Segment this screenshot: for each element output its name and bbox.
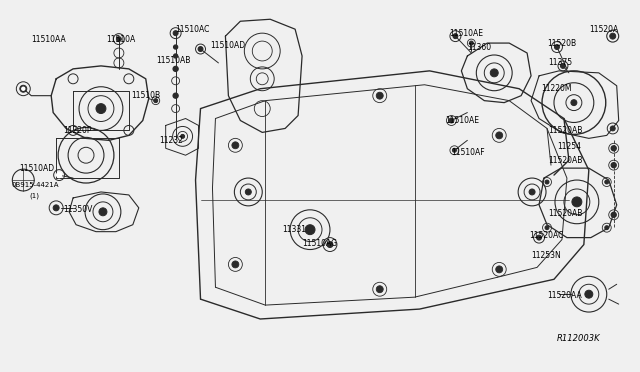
Circle shape bbox=[529, 189, 535, 195]
Circle shape bbox=[376, 286, 383, 293]
Circle shape bbox=[611, 212, 616, 217]
Circle shape bbox=[180, 134, 184, 138]
Circle shape bbox=[173, 66, 178, 71]
Text: 11520A: 11520A bbox=[589, 25, 618, 34]
Circle shape bbox=[376, 92, 383, 99]
Circle shape bbox=[545, 180, 549, 184]
Circle shape bbox=[116, 36, 122, 42]
Text: 11510AG: 11510AG bbox=[302, 239, 337, 248]
Text: 11520B: 11520B bbox=[547, 39, 576, 48]
Text: 11331: 11331 bbox=[282, 225, 306, 234]
Circle shape bbox=[571, 100, 577, 106]
Circle shape bbox=[22, 87, 25, 90]
Circle shape bbox=[545, 226, 549, 230]
Text: (1): (1) bbox=[29, 193, 39, 199]
Circle shape bbox=[57, 173, 61, 177]
Circle shape bbox=[99, 208, 107, 216]
Circle shape bbox=[245, 189, 252, 195]
Circle shape bbox=[305, 225, 315, 235]
Text: 11253N: 11253N bbox=[531, 251, 561, 260]
Text: 11232: 11232 bbox=[159, 136, 182, 145]
Text: 11510AA: 11510AA bbox=[31, 35, 66, 44]
Circle shape bbox=[53, 205, 59, 211]
Text: 11510AD: 11510AD bbox=[19, 164, 54, 173]
Circle shape bbox=[173, 93, 178, 98]
Text: 11510AD: 11510AD bbox=[211, 41, 246, 49]
Text: 0B915-4421A: 0B915-4421A bbox=[12, 182, 59, 188]
Circle shape bbox=[20, 85, 27, 92]
Circle shape bbox=[453, 33, 458, 39]
Circle shape bbox=[327, 241, 333, 247]
Text: 11510AC: 11510AC bbox=[175, 25, 210, 34]
Text: 11220P: 11220P bbox=[63, 126, 92, 135]
Circle shape bbox=[173, 31, 178, 36]
Circle shape bbox=[96, 104, 106, 113]
Circle shape bbox=[605, 180, 609, 184]
Circle shape bbox=[173, 45, 178, 49]
Circle shape bbox=[610, 126, 615, 131]
Text: 11510AF: 11510AF bbox=[451, 148, 485, 157]
Text: 11510A: 11510A bbox=[106, 35, 135, 44]
Circle shape bbox=[232, 142, 239, 149]
Text: 11510AE: 11510AE bbox=[445, 116, 479, 125]
Circle shape bbox=[536, 235, 541, 240]
Text: 11254: 11254 bbox=[557, 142, 581, 151]
Text: 11520AB: 11520AB bbox=[548, 156, 582, 165]
Circle shape bbox=[496, 266, 502, 273]
Text: 11220M: 11220M bbox=[541, 84, 572, 93]
Text: 11510AB: 11510AB bbox=[156, 57, 190, 65]
Circle shape bbox=[198, 46, 203, 51]
Circle shape bbox=[449, 118, 454, 123]
Text: R112003K: R112003K bbox=[557, 334, 600, 343]
Circle shape bbox=[585, 290, 593, 298]
Circle shape bbox=[605, 226, 609, 230]
Text: 11375: 11375 bbox=[548, 58, 572, 67]
Circle shape bbox=[469, 41, 474, 45]
Circle shape bbox=[452, 148, 456, 152]
Text: 11510B: 11510B bbox=[131, 91, 160, 100]
Text: 11360: 11360 bbox=[467, 42, 492, 52]
Circle shape bbox=[554, 45, 559, 49]
Text: 11520AC: 11520AC bbox=[529, 231, 563, 240]
Circle shape bbox=[490, 69, 498, 77]
Circle shape bbox=[496, 132, 502, 139]
Circle shape bbox=[561, 63, 565, 68]
Circle shape bbox=[154, 99, 157, 103]
Text: 11350V: 11350V bbox=[63, 205, 93, 214]
Circle shape bbox=[610, 33, 616, 39]
Text: 11510AE: 11510AE bbox=[449, 29, 483, 38]
Text: 11520AB: 11520AB bbox=[548, 126, 582, 135]
Text: 11520AA: 11520AA bbox=[547, 291, 582, 300]
Circle shape bbox=[572, 197, 582, 207]
Circle shape bbox=[611, 146, 616, 151]
Circle shape bbox=[173, 54, 178, 58]
Text: 11520AB: 11520AB bbox=[548, 209, 582, 218]
Circle shape bbox=[232, 261, 239, 268]
Circle shape bbox=[611, 163, 616, 168]
